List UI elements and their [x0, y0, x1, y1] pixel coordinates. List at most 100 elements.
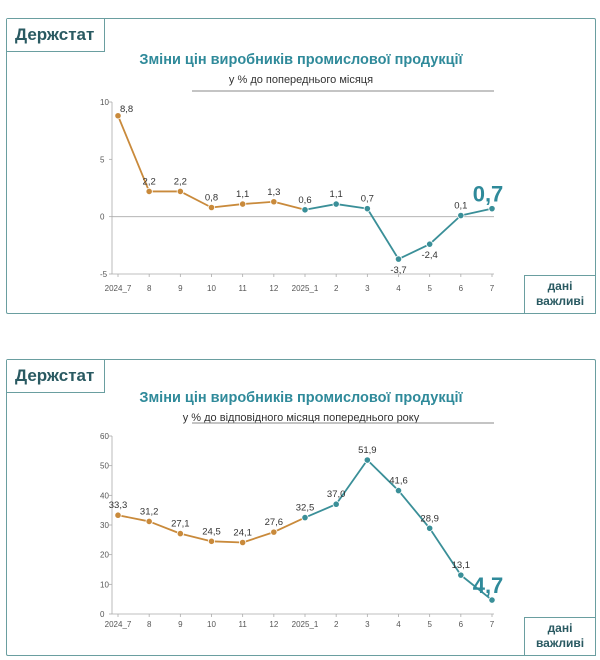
data-label: 33,3 — [109, 500, 128, 511]
badge-line-2: важливі — [535, 636, 585, 650]
data-label: 8,8 — [120, 104, 133, 115]
y-tick-label: 10 — [100, 98, 109, 107]
x-tick-label: 12 — [269, 620, 278, 629]
series-segment — [242, 531, 275, 544]
data-point — [426, 240, 434, 248]
x-tick-label: 4 — [396, 284, 401, 293]
y-tick-label: 10 — [100, 580, 109, 589]
series-segment — [148, 520, 181, 535]
data-point — [270, 528, 278, 536]
chart-title: Зміни цін виробників промислової продукц… — [139, 390, 463, 406]
data-point — [239, 538, 247, 547]
data-label: 1,1 — [236, 189, 249, 200]
x-tick-label: 11 — [239, 620, 248, 629]
data-label: 41,6 — [389, 476, 408, 487]
data-point — [426, 524, 434, 532]
data-label: 0,6 — [298, 195, 311, 206]
y-tick-label: 0 — [100, 610, 105, 619]
chart-title: Зміни цін виробників промислової продукц… — [139, 52, 463, 68]
x-tick-label: 2024_7 — [105, 620, 132, 629]
chart-panel-monthly: Держстат Зміни цін виробників промислово… — [6, 18, 596, 314]
x-tick-label: 8 — [147, 284, 152, 293]
data-point — [488, 596, 496, 604]
series-segment — [304, 203, 337, 211]
series-segment — [366, 459, 400, 492]
data-label: 2,2 — [174, 176, 187, 187]
data-label: -2,4 — [421, 250, 437, 261]
x-tick-label: 8 — [147, 620, 152, 629]
x-tick-label: 3 — [365, 284, 370, 293]
important-data-badge: дані важливі — [524, 275, 596, 314]
data-label: 31,2 — [140, 506, 159, 517]
x-tick-label: 5 — [427, 284, 432, 293]
y-tick-label: 20 — [100, 551, 109, 560]
data-label: 1,1 — [330, 189, 343, 200]
x-tick-label: 10 — [207, 620, 216, 629]
x-tick-label: 3 — [365, 620, 370, 629]
chart-subtitle: у % до попереднього місяця — [228, 74, 374, 86]
x-tick-label: 5 — [427, 620, 432, 629]
series-segment — [398, 243, 431, 260]
series-segment — [117, 514, 150, 523]
data-label-latest: 4,7 — [473, 573, 504, 598]
data-point — [363, 205, 371, 213]
y-tick-label: 50 — [100, 462, 109, 471]
y-tick-label: 5 — [100, 155, 105, 164]
series-segment — [429, 214, 462, 245]
y-tick-label: -5 — [100, 270, 108, 279]
data-point — [114, 511, 122, 519]
data-label: 0,7 — [361, 194, 374, 205]
series-segment — [211, 203, 243, 209]
series-segment — [242, 200, 274, 205]
data-label: 2,2 — [143, 176, 156, 187]
data-label: 28,9 — [420, 513, 439, 524]
y-tick-label: 40 — [100, 491, 109, 500]
chart-panel-yearly: Держстат Зміни цін виробників промислово… — [6, 359, 596, 656]
y-tick-label: 30 — [100, 521, 109, 530]
x-tick-label: 2025_1 — [292, 284, 319, 293]
data-label: 37,0 — [327, 489, 346, 500]
data-label: 1,3 — [267, 187, 280, 198]
data-label: 24,5 — [202, 526, 221, 537]
data-label: -3,7 — [390, 265, 406, 276]
data-point — [145, 517, 153, 526]
x-tick-label: 6 — [459, 620, 464, 629]
data-point — [394, 255, 403, 263]
data-point — [488, 205, 496, 213]
x-tick-label: 12 — [269, 284, 278, 293]
brand-logo: Держстат — [7, 19, 106, 52]
x-tick-label: 7 — [490, 284, 495, 293]
data-label: 27,6 — [265, 517, 284, 528]
series-segment — [211, 540, 243, 544]
x-tick-label: 2 — [334, 620, 339, 629]
y-tick-label: 0 — [100, 213, 105, 222]
x-tick-label: 7 — [490, 620, 495, 629]
data-point — [332, 200, 340, 208]
series-segment — [273, 516, 306, 533]
series-segment — [397, 490, 431, 529]
series-segment — [179, 190, 212, 209]
series-segment — [304, 503, 337, 519]
data-point — [457, 571, 465, 579]
important-data-badge: дані важливі — [524, 617, 596, 656]
x-tick-label: 9 — [178, 620, 183, 629]
series-segment — [273, 200, 306, 211]
data-label: 32,5 — [296, 503, 315, 514]
chart-subtitle: у % до відповідного місяця попереднього … — [182, 412, 420, 424]
badge-line-1: дані — [547, 621, 573, 635]
series-segment — [460, 574, 493, 601]
series-segment — [180, 532, 212, 543]
series-segment — [335, 459, 369, 505]
data-label: 51,9 — [358, 445, 377, 456]
data-label: 13,1 — [452, 560, 471, 571]
x-tick-label: 9 — [178, 284, 183, 293]
data-point — [207, 537, 216, 545]
series-segment — [336, 203, 368, 210]
x-tick-label: 10 — [207, 284, 216, 293]
badge-line-2: важливі — [535, 294, 585, 308]
data-label: 0,1 — [454, 201, 467, 212]
x-tick-label: 6 — [459, 284, 464, 293]
x-tick-label: 11 — [239, 284, 248, 293]
data-point — [176, 187, 184, 196]
